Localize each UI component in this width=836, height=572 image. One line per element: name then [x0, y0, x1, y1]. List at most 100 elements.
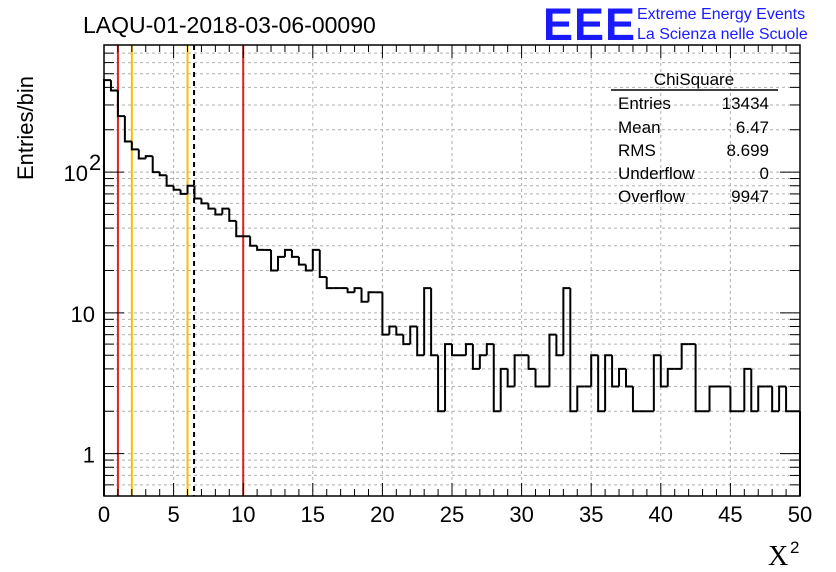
histogram-bin: [694, 344, 703, 413]
eee-logo-line2: La Scienza nelle Scuole: [637, 26, 808, 43]
histogram-bin: [277, 255, 285, 271]
x-tick-label: 15: [301, 502, 325, 527]
histogram-bin: [548, 333, 557, 387]
histogram-bin: [499, 367, 508, 412]
stats-label-rms: RMS: [618, 141, 656, 160]
histogram-bin: [304, 264, 313, 272]
histogram-bin: [249, 236, 258, 247]
histogram-bin: [743, 367, 752, 412]
histogram-bin: [492, 344, 501, 413]
histogram-bin: [179, 189, 188, 195]
histogram-bin: [708, 385, 717, 412]
x-axis-label-superscript: 2: [790, 538, 799, 557]
chart-title: LAQU-01-2018-03-06-00090: [83, 12, 376, 38]
histogram-bin: [297, 256, 306, 266]
x-tick-label: 50: [788, 502, 812, 527]
x-tick-label: 0: [98, 502, 110, 527]
histogram-bin: [144, 155, 153, 159]
y-tick-label-exponent: 2: [89, 150, 101, 175]
histogram-bin: [228, 208, 237, 222]
histogram-bin: [437, 355, 446, 413]
histogram-bin: [214, 208, 223, 216]
histogram-bin: [562, 287, 571, 356]
histogram-bin: [618, 367, 626, 387]
histogram-bin: [221, 207, 230, 215]
stats-value-entries: 13434: [722, 94, 769, 113]
histogram-bin: [625, 368, 633, 388]
x-tick-label: 40: [649, 502, 673, 527]
stats-value-underflow: 0: [760, 164, 769, 183]
histogram-bin: [478, 354, 487, 369]
histogram-bin: [395, 326, 404, 336]
histogram-bin: [485, 343, 494, 356]
histogram-bin: [116, 90, 125, 118]
histogram-bin: [270, 249, 278, 272]
histogram-bin: [200, 198, 209, 205]
histogram-bin: [666, 367, 675, 387]
histogram-bin: [729, 386, 738, 413]
stats-value-overflow: 9947: [731, 187, 769, 206]
histogram-bin: [290, 249, 299, 258]
histogram-bin: [256, 245, 265, 251]
x-tick-label: 5: [167, 502, 179, 527]
histogram-bin: [151, 156, 160, 174]
histogram-bin: [527, 355, 536, 370]
stats-value-rms: 8.699: [726, 141, 769, 160]
histogram-bin: [597, 355, 606, 413]
histogram-bin: [207, 203, 216, 210]
histogram-bin: [569, 288, 578, 413]
stats-label-mean: Mean: [618, 118, 661, 137]
histogram-bin: [555, 334, 564, 357]
y-tick-label: 10: [64, 161, 88, 186]
histogram-bin: [283, 248, 292, 257]
histogram-bin: [109, 80, 118, 92]
histogram-bin: [576, 385, 585, 412]
histogram-bin: [103, 79, 111, 496]
histogram-bin: [416, 326, 425, 357]
histogram-bin: [388, 325, 397, 335]
eee-logo-line1: Extreme Energy Events: [637, 6, 805, 23]
x-axis-label: X 2: [768, 538, 799, 572]
y-tick-label: 10: [71, 302, 95, 327]
histogram-bin: [423, 287, 432, 356]
x-tick-label: 30: [509, 502, 533, 527]
x-tick-label: 35: [579, 502, 603, 527]
histogram-bin: [123, 116, 132, 143]
histogram-bin: [130, 141, 139, 151]
histogram-bin: [534, 368, 543, 388]
histogram-bin: [464, 343, 473, 356]
histogram-bin: [158, 172, 167, 177]
histogram-bin: [659, 355, 668, 388]
histogram-bin: [590, 354, 599, 387]
stats-label-overflow: Overflow: [618, 187, 686, 206]
histogram-bin: [631, 386, 640, 413]
histogram-bin: [381, 292, 390, 336]
histogram-bin: [506, 368, 515, 388]
x-tick-label: 25: [440, 502, 464, 527]
reference-lines-layer: [116, 45, 245, 496]
histogram-bin: [444, 343, 452, 412]
histogram-bin: [471, 344, 480, 370]
stats-value-mean: 6.47: [736, 118, 769, 137]
x-tick-label: 10: [231, 502, 255, 527]
histogram-bin: [652, 354, 661, 412]
x-axis-label-main: X: [768, 541, 788, 572]
histogram-bin: [778, 385, 787, 412]
histogram-bin: [165, 175, 174, 187]
histogram-bin: [409, 325, 418, 345]
histogram-bin: [318, 249, 327, 278]
histogram-bin: [311, 248, 320, 271]
histogram-bin: [360, 288, 369, 303]
histogram-bin: [680, 343, 689, 369]
stats-label-entries: Entries: [618, 94, 671, 113]
histogram-bin: [353, 287, 362, 293]
eee-logo: EEE Extreme Energy Events La Scienza nel…: [543, 0, 808, 50]
histogram-bin: [402, 334, 411, 346]
histogram-bin: [513, 354, 522, 387]
histogram-bin: [367, 291, 376, 302]
histogram-bin: [235, 220, 244, 238]
histogram-bin: [757, 385, 766, 412]
histogram-bin: [172, 185, 181, 191]
